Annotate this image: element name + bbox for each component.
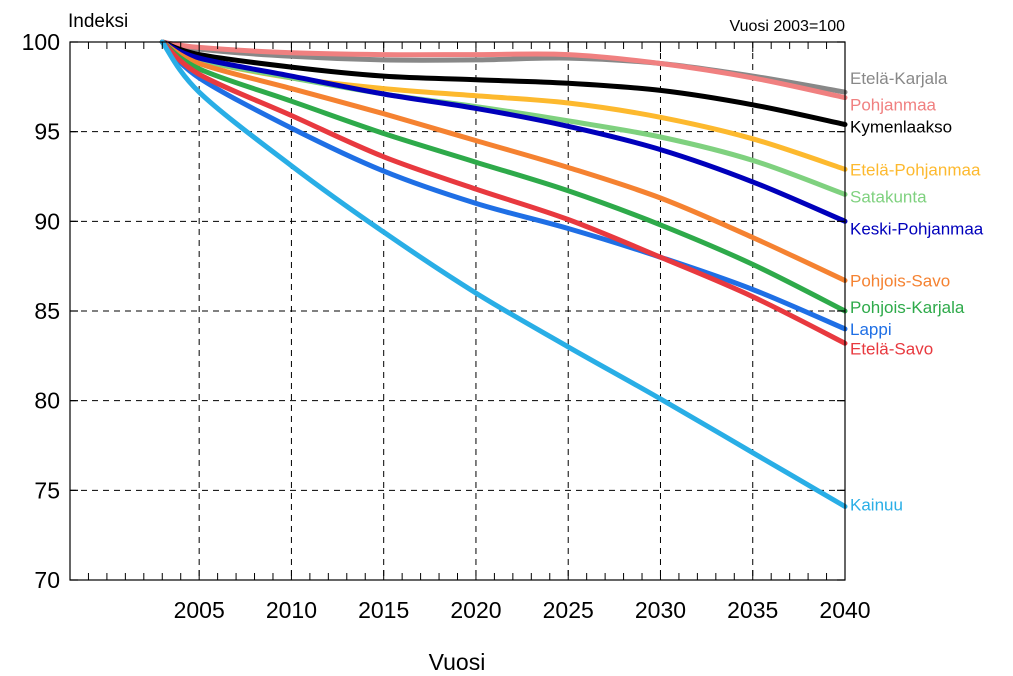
- x-tick-label: 2005: [174, 597, 225, 623]
- series-line-keski-pohjanmaa: [159, 39, 848, 224]
- series-line-lappi: [159, 39, 848, 332]
- series-line-pohjois-karjala: [159, 39, 848, 314]
- series-label-pohjois-savo: Pohjois-Savo: [850, 272, 950, 291]
- x-tick-label: 2040: [819, 597, 870, 623]
- series-label-etela-karjala: Etelä-Karjala: [850, 69, 948, 88]
- y-axis-title: Indeksi: [68, 11, 128, 32]
- y-tick-label: 80: [34, 388, 60, 414]
- series-lines: [159, 39, 848, 509]
- series-label-satakunta: Satakunta: [850, 187, 927, 206]
- y-tick-label: 95: [34, 119, 60, 145]
- series-label-etela-pohjanmaa: Etelä-Pohjanmaa: [850, 160, 981, 179]
- series-line-pohjanmaa: [159, 39, 848, 101]
- x-tick-label: 2030: [635, 597, 686, 623]
- series-line-kymenlaakso: [159, 39, 848, 127]
- series-labels: Etelä-Karjala Pohjanmaa Kymenlaakso Etelä-P…: [850, 69, 984, 514]
- series-label-pohjois-karjala: Pohjois-Karjala: [850, 298, 965, 317]
- x-tick-label: 2035: [727, 597, 778, 623]
- series-line-kainuu: [159, 39, 848, 509]
- y-tick-label: 100: [22, 29, 60, 55]
- x-tick-label: 2025: [543, 597, 594, 623]
- x-tick-label: 2020: [450, 597, 501, 623]
- series-line-etela-savo: [159, 39, 848, 346]
- grid: [70, 42, 845, 580]
- x-tick-label: 2010: [266, 597, 317, 623]
- series-label-pohjanmaa: Pohjanmaa: [850, 96, 937, 115]
- y-tick-label: 85: [34, 298, 60, 324]
- series-label-keski-pohjanmaa: Keski-Pohjanmaa: [850, 219, 984, 238]
- x-axis-title: Vuosi: [429, 649, 486, 675]
- y-tick-label: 70: [34, 567, 60, 593]
- series-label-kainuu: Kainuu: [850, 495, 903, 514]
- series-line-pohjois-savo: [159, 39, 848, 283]
- x-tick-label: 2015: [358, 597, 409, 623]
- y-tick-label: 90: [34, 208, 60, 234]
- axis-ticks: 70 75 80 85 90 95 100 2005 2010 2015 2020 2025 2030 2…: [22, 29, 871, 623]
- series-label-lappi: Lappi: [850, 320, 892, 339]
- series-label-kymenlaakso: Kymenlaakso: [850, 117, 952, 136]
- series-label-etela-savo: Etelä-Savo: [850, 339, 933, 358]
- y-tick-label: 75: [34, 477, 60, 503]
- base-year-note: Vuosi 2003=100: [729, 18, 845, 35]
